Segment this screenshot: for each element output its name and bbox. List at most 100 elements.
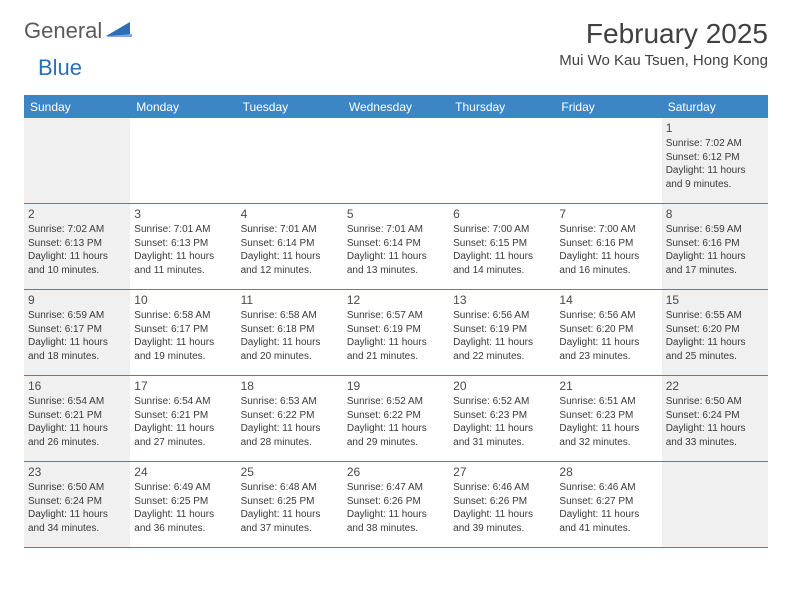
daylight-text: Daylight: 11 hours and 22 minutes. (453, 336, 551, 363)
sunrise-text: Sunrise: 6:52 AM (453, 395, 551, 409)
day-cell: 7Sunrise: 7:00 AMSunset: 6:16 PMDaylight… (555, 204, 661, 289)
day-cell: 11Sunrise: 6:58 AMSunset: 6:18 PMDayligh… (237, 290, 343, 375)
sunrise-text: Sunrise: 6:55 AM (666, 309, 764, 323)
week-row: 16Sunrise: 6:54 AMSunset: 6:21 PMDayligh… (24, 376, 768, 462)
daylight-text: Daylight: 11 hours and 12 minutes. (241, 250, 339, 277)
location: Mui Wo Kau Tsuen, Hong Kong (559, 52, 768, 69)
sunrise-text: Sunrise: 6:58 AM (134, 309, 232, 323)
sunset-text: Sunset: 6:12 PM (666, 151, 764, 165)
day-cell: 27Sunrise: 6:46 AMSunset: 6:26 PMDayligh… (449, 462, 555, 547)
sunrise-text: Sunrise: 7:00 AM (559, 223, 657, 237)
day-number: 26 (347, 464, 445, 480)
day-cell: 25Sunrise: 6:48 AMSunset: 6:25 PMDayligh… (237, 462, 343, 547)
daylight-text: Daylight: 11 hours and 28 minutes. (241, 422, 339, 449)
day-cell: 28Sunrise: 6:46 AMSunset: 6:27 PMDayligh… (555, 462, 661, 547)
sunset-text: Sunset: 6:13 PM (134, 237, 232, 251)
sunrise-text: Sunrise: 7:01 AM (241, 223, 339, 237)
sunset-text: Sunset: 6:14 PM (241, 237, 339, 251)
day-cell (24, 118, 130, 203)
day-number: 28 (559, 464, 657, 480)
dow-thursday: Thursday (449, 96, 555, 118)
day-number: 8 (666, 206, 764, 222)
day-cell: 8Sunrise: 6:59 AMSunset: 6:16 PMDaylight… (662, 204, 768, 289)
sunrise-text: Sunrise: 6:46 AM (453, 481, 551, 495)
day-number: 14 (559, 292, 657, 308)
sunset-text: Sunset: 6:23 PM (453, 409, 551, 423)
title-block: February 2025 Mui Wo Kau Tsuen, Hong Kon… (559, 18, 768, 69)
sunset-text: Sunset: 6:22 PM (241, 409, 339, 423)
sunrise-text: Sunrise: 6:47 AM (347, 481, 445, 495)
daylight-text: Daylight: 11 hours and 16 minutes. (559, 250, 657, 277)
logo-triangle-icon (106, 21, 132, 42)
day-cell: 18Sunrise: 6:53 AMSunset: 6:22 PMDayligh… (237, 376, 343, 461)
sunset-text: Sunset: 6:13 PM (28, 237, 126, 251)
sunset-text: Sunset: 6:21 PM (134, 409, 232, 423)
day-cell: 13Sunrise: 6:56 AMSunset: 6:19 PMDayligh… (449, 290, 555, 375)
sunset-text: Sunset: 6:24 PM (28, 495, 126, 509)
day-number: 10 (134, 292, 232, 308)
day-cell (237, 118, 343, 203)
day-cell: 6Sunrise: 7:00 AMSunset: 6:15 PMDaylight… (449, 204, 555, 289)
daylight-text: Daylight: 11 hours and 33 minutes. (666, 422, 764, 449)
day-number: 25 (241, 464, 339, 480)
month-title: February 2025 (559, 18, 768, 50)
daylight-text: Daylight: 11 hours and 29 minutes. (347, 422, 445, 449)
sunrise-text: Sunrise: 6:54 AM (134, 395, 232, 409)
sunset-text: Sunset: 6:26 PM (453, 495, 551, 509)
sunset-text: Sunset: 6:18 PM (241, 323, 339, 337)
sunrise-text: Sunrise: 6:54 AM (28, 395, 126, 409)
daylight-text: Daylight: 11 hours and 27 minutes. (134, 422, 232, 449)
sunrise-text: Sunrise: 6:50 AM (28, 481, 126, 495)
sunrise-text: Sunrise: 6:50 AM (666, 395, 764, 409)
sunrise-text: Sunrise: 6:51 AM (559, 395, 657, 409)
day-cell: 14Sunrise: 6:56 AMSunset: 6:20 PMDayligh… (555, 290, 661, 375)
sunset-text: Sunset: 6:24 PM (666, 409, 764, 423)
sunrise-text: Sunrise: 7:01 AM (347, 223, 445, 237)
week-row: 1Sunrise: 7:02 AMSunset: 6:12 PMDaylight… (24, 118, 768, 204)
sunrise-text: Sunrise: 6:52 AM (347, 395, 445, 409)
day-cell: 12Sunrise: 6:57 AMSunset: 6:19 PMDayligh… (343, 290, 449, 375)
daylight-text: Daylight: 11 hours and 37 minutes. (241, 508, 339, 535)
week-row: 2Sunrise: 7:02 AMSunset: 6:13 PMDaylight… (24, 204, 768, 290)
day-cell: 3Sunrise: 7:01 AMSunset: 6:13 PMDaylight… (130, 204, 236, 289)
daylight-text: Daylight: 11 hours and 39 minutes. (453, 508, 551, 535)
daylight-text: Daylight: 11 hours and 10 minutes. (28, 250, 126, 277)
day-cell: 17Sunrise: 6:54 AMSunset: 6:21 PMDayligh… (130, 376, 236, 461)
day-cell: 4Sunrise: 7:01 AMSunset: 6:14 PMDaylight… (237, 204, 343, 289)
day-cell: 2Sunrise: 7:02 AMSunset: 6:13 PMDaylight… (24, 204, 130, 289)
daylight-text: Daylight: 11 hours and 18 minutes. (28, 336, 126, 363)
day-number: 9 (28, 292, 126, 308)
sunrise-text: Sunrise: 6:59 AM (28, 309, 126, 323)
sunset-text: Sunset: 6:21 PM (28, 409, 126, 423)
sunset-text: Sunset: 6:19 PM (453, 323, 551, 337)
daylight-text: Daylight: 11 hours and 41 minutes. (559, 508, 657, 535)
daylight-text: Daylight: 11 hours and 25 minutes. (666, 336, 764, 363)
daylight-text: Daylight: 11 hours and 32 minutes. (559, 422, 657, 449)
day-cell: 26Sunrise: 6:47 AMSunset: 6:26 PMDayligh… (343, 462, 449, 547)
week-row: 9Sunrise: 6:59 AMSunset: 6:17 PMDaylight… (24, 290, 768, 376)
sunset-text: Sunset: 6:23 PM (559, 409, 657, 423)
sunset-text: Sunset: 6:22 PM (347, 409, 445, 423)
dow-row: Sunday Monday Tuesday Wednesday Thursday… (24, 95, 768, 118)
daylight-text: Daylight: 11 hours and 38 minutes. (347, 508, 445, 535)
daylight-text: Daylight: 11 hours and 34 minutes. (28, 508, 126, 535)
daylight-text: Daylight: 11 hours and 17 minutes. (666, 250, 764, 277)
daylight-text: Daylight: 11 hours and 36 minutes. (134, 508, 232, 535)
weeks-container: 1Sunrise: 7:02 AMSunset: 6:12 PMDaylight… (24, 118, 768, 548)
calendar: Sunday Monday Tuesday Wednesday Thursday… (24, 95, 768, 548)
daylight-text: Daylight: 11 hours and 21 minutes. (347, 336, 445, 363)
daylight-text: Daylight: 11 hours and 19 minutes. (134, 336, 232, 363)
day-number: 15 (666, 292, 764, 308)
sunset-text: Sunset: 6:14 PM (347, 237, 445, 251)
sunrise-text: Sunrise: 6:56 AM (559, 309, 657, 323)
day-cell (130, 118, 236, 203)
logo: General (24, 18, 134, 44)
day-number: 20 (453, 378, 551, 394)
sunrise-text: Sunrise: 7:02 AM (666, 137, 764, 151)
dow-sunday: Sunday (24, 96, 130, 118)
sunset-text: Sunset: 6:17 PM (134, 323, 232, 337)
dow-tuesday: Tuesday (237, 96, 343, 118)
day-cell (662, 462, 768, 547)
dow-friday: Friday (555, 96, 661, 118)
day-number: 24 (134, 464, 232, 480)
